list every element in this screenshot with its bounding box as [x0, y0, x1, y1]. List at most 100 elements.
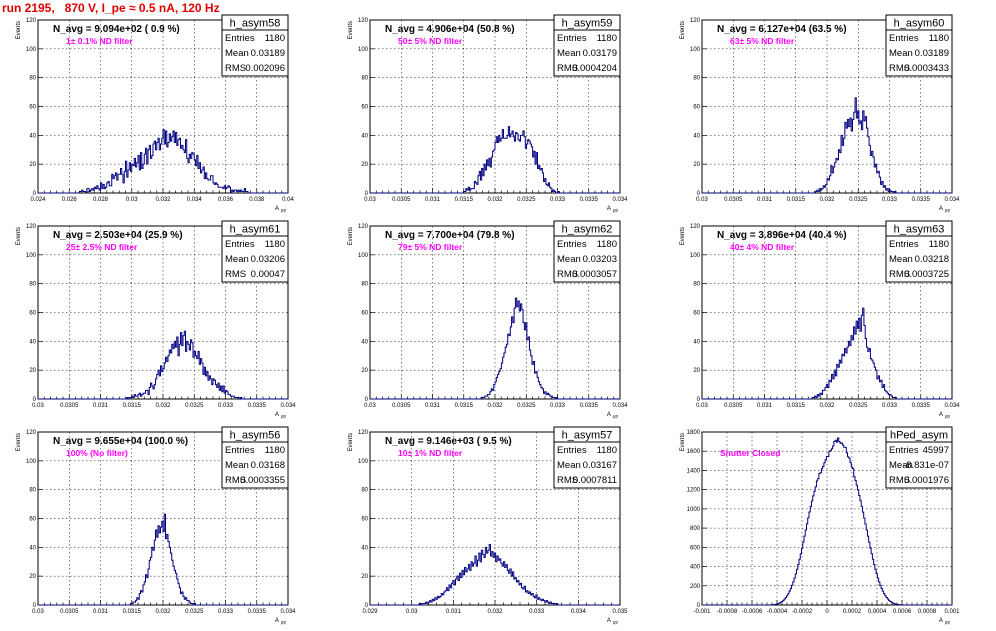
x-tick-label: 0.03 [32, 609, 44, 615]
y-axis-label: Events [680, 21, 686, 39]
y-tick-label: 20 [361, 162, 368, 168]
stat-value-rms: 0.0003433 [904, 63, 949, 74]
y-tick-label: 60 [361, 517, 368, 523]
x-tick-label: 0.0325 [517, 403, 536, 409]
filter-label: 10± 1% ND filter [398, 448, 463, 458]
y-axis-label: Events [348, 21, 354, 39]
y-tick-label: 100 [26, 253, 37, 259]
stat-value-entries: 1180 [929, 239, 949, 250]
x-tick-label: 0.0006 [893, 609, 912, 615]
y-tick-label: 20 [29, 574, 36, 580]
y-tick-label: 1000 [687, 507, 701, 513]
x-tick-label: 0.0325 [517, 197, 536, 203]
stat-key-entries: Entries [557, 445, 587, 456]
y-axis-label: Events [680, 433, 686, 451]
x-tick-label: 0.0335 [248, 609, 267, 615]
stat-value-mean: 0.03189 [251, 48, 285, 59]
x-tick-label: 0.031 [757, 403, 773, 409]
x-tick-label: 0.0335 [248, 403, 267, 409]
x-tick-label: 0.028 [93, 197, 109, 203]
stat-key-mean: Mean [225, 254, 249, 265]
stat-value-rms: 0.0001976 [904, 475, 949, 486]
x-tick-label: 0.0305 [60, 609, 79, 615]
y-tick-label: 800 [690, 526, 701, 532]
y-tick-label: 60 [29, 105, 36, 111]
x-tick-label: -0.001 [693, 609, 711, 615]
stat-value-rms: 0.00047 [251, 269, 285, 280]
histogram-pad-h_asym58: 0.024 0.026 0.028 0.03 0.032 0.034 0.036 0.038 0… [16, 14, 294, 213]
y-tick-label: 40 [29, 545, 36, 551]
y-axis-label: Events [16, 21, 22, 39]
x-tick-label: 0.034 [944, 197, 960, 203]
histogram-pad-h_asym59: 0.03 0.0305 0.031 0.0315 0.032 0.0325 0.033 0.0… [348, 14, 628, 213]
y-tick-label: 40 [361, 339, 368, 345]
y-tick-label: 80 [361, 488, 368, 494]
x-tick-label: 0.0305 [724, 403, 743, 409]
histogram-series-h_asym59 [370, 126, 620, 194]
x-tick-label: 0.033 [218, 609, 234, 615]
y-tick-label: 0 [33, 603, 37, 609]
x-tick-label: 0.036 [218, 197, 234, 203]
x-tick-label: 0.0315 [787, 197, 806, 203]
filter-label: 100% (No filter) [66, 448, 128, 458]
navg-label: N_avg = 6.127e+04 (63.5 %) [717, 24, 847, 35]
y-tick-label: 200 [690, 584, 701, 590]
stat-key-rms: RMS [225, 475, 246, 486]
x-tick-label: 0.031 [93, 403, 109, 409]
stat-key-entries: Entries [225, 239, 255, 250]
y-tick-label: 1200 [687, 488, 701, 494]
stat-key-rms: RMS [557, 475, 578, 486]
histogram-series-h_asym62 [370, 297, 620, 400]
x-tick-label: 0.032 [487, 609, 503, 615]
x-tick-label: 0.0335 [912, 403, 931, 409]
stats-box [553, 29, 621, 77]
stat-key-entries: Entries [557, 239, 587, 250]
x-tick-label: 0.03 [364, 403, 376, 409]
x-tick-label: -0.0008 [717, 609, 738, 615]
histogram-name: h_asym60 [894, 18, 945, 30]
y-tick-label: 400 [690, 565, 701, 571]
x-tick-label: 0.0335 [580, 197, 599, 203]
stat-key-mean: Mean [225, 48, 249, 59]
x-tick-label: 0.0325 [849, 403, 868, 409]
y-tick-label: 40 [361, 545, 368, 551]
stat-key-mean: Mean [557, 254, 581, 265]
histogram-name: h_asym63 [894, 224, 945, 236]
navg-label: N_avg = 7.700e+04 (79.8 %) [385, 230, 515, 241]
x-tick-label: 0.0335 [912, 197, 931, 203]
y-tick-label: 80 [693, 282, 700, 288]
filter-label: 40± 4% ND filter [730, 242, 795, 252]
y-tick-label: 0 [697, 603, 701, 609]
y-tick-label: 120 [690, 224, 701, 230]
x-tick-label: 0.03 [126, 197, 138, 203]
stats-box [553, 235, 621, 283]
stat-key-mean: Mean [557, 460, 581, 471]
x-tick-label: 0.029 [362, 609, 378, 615]
filter-label: 25± 2.5% ND filter [66, 242, 138, 252]
histogram-pad-h_asym57: 0.029 0.03 0.031 0.032 0.033 0.034 0.035 0 20 40 6… [348, 426, 628, 625]
stat-key-entries: Entries [889, 33, 919, 44]
x-tick-label: 0.033 [529, 609, 545, 615]
y-tick-label: 120 [26, 18, 37, 24]
stat-value-rms: 0.0007811 [573, 475, 617, 486]
stat-value-rms: 0.0003355 [240, 475, 285, 486]
y-tick-label: 600 [690, 545, 701, 551]
stat-key-entries: Entries [225, 33, 255, 44]
x-tick-label: 0.032 [819, 197, 835, 203]
stat-key-rms: RMS [889, 475, 910, 486]
x-tick-label: 0.0325 [185, 609, 204, 615]
x-tick-label: 0.031 [425, 197, 441, 203]
x-tick-label: 0.03 [364, 197, 376, 203]
stat-value-mean: 0.03189 [915, 48, 949, 59]
stat-value-entries: 45997 [923, 445, 949, 456]
y-tick-label: 0 [365, 397, 369, 403]
stat-value-mean: 0.03203 [583, 254, 617, 265]
y-tick-label: 20 [29, 368, 36, 374]
stat-key-rms: RMS [225, 63, 246, 74]
y-tick-label: 1400 [687, 468, 701, 474]
y-tick-label: 60 [29, 517, 36, 523]
